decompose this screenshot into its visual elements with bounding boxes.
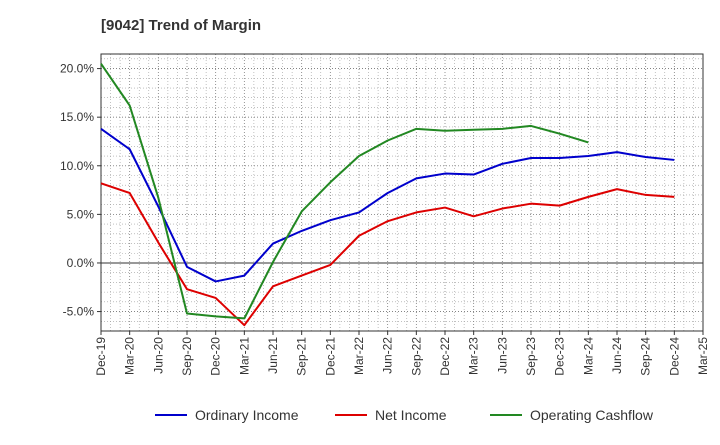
x-tick-label: Jun-24 xyxy=(610,337,624,374)
x-tick-label: Mar-22 xyxy=(352,337,366,375)
plot-area: -5.0% 0.0% 5.0% 10.0% 15.0% 20.0% Dec-19 Mar-20… xyxy=(60,53,710,376)
series-line-ordinary-income xyxy=(100,128,675,283)
chart-title: [9042] Trend of Margin xyxy=(101,17,261,34)
x-tick-label: Jun-23 xyxy=(495,337,509,374)
x-tick-label: Mar-23 xyxy=(467,337,481,375)
legend-label-operating-cashflow: Operating Cashflow xyxy=(530,407,654,423)
x-tick-label: Jun-20 xyxy=(151,337,165,374)
x-tick-label: Mar-24 xyxy=(581,337,595,375)
x-tick-label: Sep-24 xyxy=(639,337,653,376)
x-tick-label: Mar-21 xyxy=(237,337,251,375)
x-tick-label: Dec-24 xyxy=(667,337,681,376)
series-line-net-income xyxy=(100,182,675,327)
x-tick-label: Sep-20 xyxy=(180,337,194,376)
x-tick-label: Jun-22 xyxy=(381,337,395,374)
x-tick-label: Sep-21 xyxy=(295,337,309,376)
y-tick-label: -5.0% xyxy=(63,305,95,319)
y-tick-label: 5.0% xyxy=(67,207,95,221)
x-tick-label: Dec-22 xyxy=(438,337,452,376)
y-tick-label: 15.0% xyxy=(60,110,94,124)
legend: Ordinary Income Net Income Operating Cashf… xyxy=(155,407,654,423)
legend-label-ordinary-income: Ordinary Income xyxy=(195,407,299,423)
x-tick-label: Mar-25 xyxy=(696,337,710,375)
x-tick-label: Jun-21 xyxy=(266,337,280,374)
x-tick-label: Dec-20 xyxy=(209,337,223,376)
x-tick-label: Dec-21 xyxy=(323,337,337,376)
x-tick-label: Mar-20 xyxy=(123,337,137,375)
y-tick-label: 20.0% xyxy=(60,62,94,76)
y-tick-label: 0.0% xyxy=(67,256,95,270)
series-line-operating-cashflow xyxy=(100,63,589,320)
x-tick-label: Sep-22 xyxy=(409,337,423,376)
x-tick-label: Dec-19 xyxy=(94,337,108,376)
x-tick-label: Sep-23 xyxy=(524,337,538,376)
y-tick-label: 10.0% xyxy=(60,159,94,173)
plot-frame xyxy=(100,53,704,332)
legend-label-net-income: Net Income xyxy=(375,407,447,423)
plot-background xyxy=(101,54,703,331)
x-tick-label: Dec-23 xyxy=(553,337,567,376)
